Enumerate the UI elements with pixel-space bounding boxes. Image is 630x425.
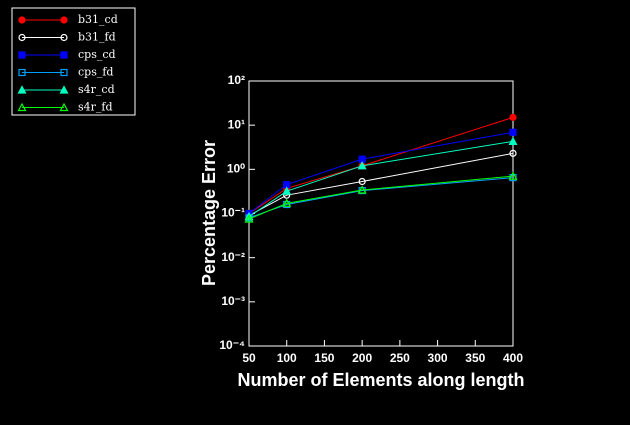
legend-label: b31_cd	[78, 13, 118, 26]
y-tick-label: 10⁻⁴	[219, 338, 245, 352]
marker	[509, 149, 517, 157]
legend-label: s4r_cd	[78, 83, 115, 96]
legend-label: b31_fd	[78, 31, 116, 44]
legend-marker	[59, 102, 69, 112]
legend-marker	[60, 68, 68, 77]
marker	[509, 128, 517, 136]
y-tick-label: 10⁻³	[221, 294, 245, 308]
legend-marker	[17, 102, 27, 112]
plot-frame	[248, 80, 514, 347]
x-tick-label: 250	[390, 351, 410, 365]
x-tick-label: 300	[428, 351, 448, 365]
legend-box	[11, 7, 136, 116]
legend-marker	[18, 51, 26, 59]
legend-marker	[59, 85, 69, 94]
marker	[508, 136, 518, 145]
y-tick-label: 10⁰	[227, 162, 245, 176]
legend-marker	[60, 51, 68, 59]
x-tick-label: 100	[277, 351, 297, 365]
legend-label: s4r_fd	[78, 101, 113, 114]
legend-marker	[18, 33, 26, 42]
legend-label: cps_fd	[78, 66, 113, 79]
series-line	[248, 152, 514, 216]
marker	[358, 177, 366, 186]
marker	[357, 161, 367, 170]
series-line	[248, 140, 514, 218]
marker	[357, 185, 367, 194]
y-tick-label: 10⁻¹	[221, 206, 245, 220]
x-tick-label: 200	[352, 351, 372, 365]
marker	[244, 214, 254, 223]
y-tick-label: 10⁻²	[221, 250, 245, 264]
legend-label: cps_cd	[78, 48, 116, 61]
marker	[282, 186, 292, 195]
legend-marker	[18, 68, 26, 77]
y-tick-label: 10²	[228, 73, 245, 87]
legend-marker	[60, 33, 68, 42]
x-tick-label: 150	[314, 351, 334, 365]
series-line	[248, 175, 514, 220]
legend-marker	[18, 16, 26, 24]
marker	[509, 113, 517, 121]
y-axis-label: Percentage Error	[199, 140, 219, 286]
legend-marker	[60, 16, 68, 24]
marker	[508, 171, 518, 180]
x-tick-label: 350	[465, 351, 485, 365]
marker	[282, 198, 292, 207]
series-line	[248, 116, 514, 214]
series-line	[248, 131, 514, 214]
x-tick-label: 400	[503, 351, 523, 365]
legend-marker	[17, 85, 27, 94]
y-tick-label: 10¹	[228, 117, 245, 131]
x-tick-label: 50	[242, 351, 256, 365]
x-axis-label: Number of Elements along length	[237, 370, 524, 390]
